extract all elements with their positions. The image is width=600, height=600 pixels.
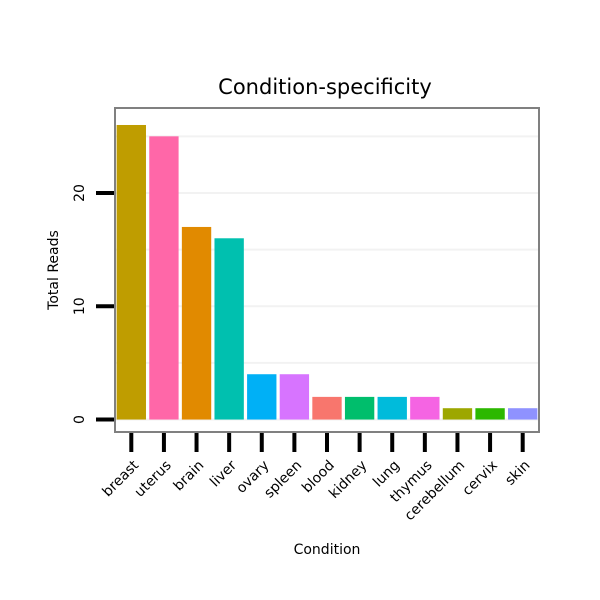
bar-cerebellum	[442, 408, 473, 420]
bar-thymus	[410, 396, 440, 420]
bar-lung	[377, 396, 407, 420]
bar-blood	[312, 396, 342, 420]
bar-breast	[116, 124, 146, 420]
bar-liver	[214, 238, 244, 420]
y-axis: 0 10 20	[72, 184, 114, 424]
y-tick-label-20: 20	[72, 184, 88, 202]
y-tick-label-0: 0	[72, 415, 88, 424]
bar-cervix	[475, 408, 505, 420]
bar-spleen	[279, 374, 310, 420]
x-tick-label-cervix: cervix	[460, 458, 501, 499]
plot-border	[114, 107, 540, 433]
x-tick-label-brain: brain	[171, 458, 208, 495]
bar-skin	[508, 408, 538, 420]
x-tick-label-skin: skin	[502, 458, 533, 489]
chart-title: Condition-specificity	[218, 75, 432, 99]
bar-brain	[181, 226, 212, 420]
bars	[116, 124, 538, 420]
bar-kidney	[344, 396, 375, 420]
bar-uterus	[149, 136, 179, 420]
x-axis-label: Condition	[294, 542, 361, 558]
x-tick-label-uterus: uterus	[132, 458, 175, 501]
bar-ovary	[247, 374, 277, 420]
y-tick-label-10: 10	[72, 297, 88, 315]
y-axis-label: Total Reads	[46, 230, 62, 311]
